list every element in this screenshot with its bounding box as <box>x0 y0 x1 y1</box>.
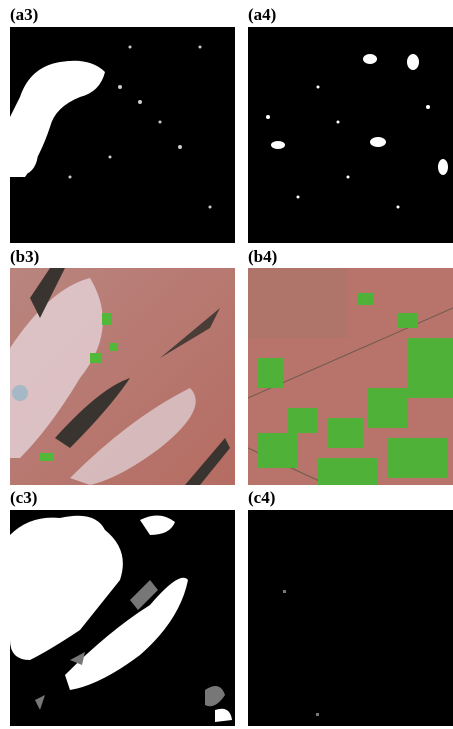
panel-label: (c4) <box>248 489 275 507</box>
panel-label: (b3) <box>10 248 39 266</box>
mask-image <box>248 510 453 726</box>
rgb-image <box>10 268 235 485</box>
panel-label: (a4) <box>248 6 276 24</box>
panel-label: (a3) <box>10 6 38 24</box>
panel-label: (b4) <box>248 248 277 266</box>
mask-image <box>248 27 453 243</box>
mask-image <box>10 510 235 726</box>
figure: (a3) (a4) (b3) (b4) (c3) (c4) <box>0 0 453 729</box>
mask-image <box>10 27 235 243</box>
rgb-image <box>248 268 453 485</box>
panel-label: (c3) <box>10 489 37 507</box>
